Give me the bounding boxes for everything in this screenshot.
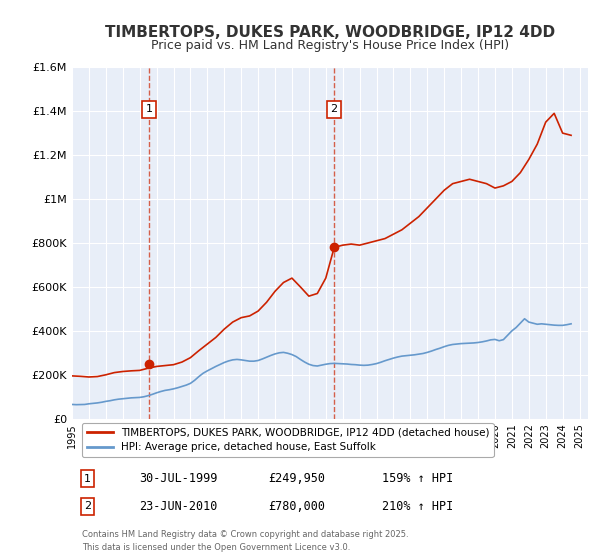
Text: 2: 2 <box>84 501 91 511</box>
Text: TIMBERTOPS, DUKES PARK, WOODBRIDGE, IP12 4DD: TIMBERTOPS, DUKES PARK, WOODBRIDGE, IP12… <box>105 25 555 40</box>
Text: 23-JUN-2010: 23-JUN-2010 <box>139 500 217 513</box>
Text: Price paid vs. HM Land Registry's House Price Index (HPI): Price paid vs. HM Land Registry's House … <box>151 39 509 52</box>
Text: 2: 2 <box>330 104 337 114</box>
Text: Contains HM Land Registry data © Crown copyright and database right 2025.: Contains HM Land Registry data © Crown c… <box>82 530 409 539</box>
Text: 1: 1 <box>146 104 153 114</box>
Text: £780,000: £780,000 <box>268 500 325 513</box>
Text: 30-JUL-1999: 30-JUL-1999 <box>139 472 217 485</box>
Text: £249,950: £249,950 <box>268 472 325 485</box>
Text: This data is licensed under the Open Government Licence v3.0.: This data is licensed under the Open Gov… <box>82 543 350 552</box>
Legend: TIMBERTOPS, DUKES PARK, WOODBRIDGE, IP12 4DD (detached house), HPI: Average pric: TIMBERTOPS, DUKES PARK, WOODBRIDGE, IP12… <box>82 423 494 456</box>
Text: 159% ↑ HPI: 159% ↑ HPI <box>382 472 453 485</box>
Text: 1: 1 <box>84 474 91 484</box>
Text: 210% ↑ HPI: 210% ↑ HPI <box>382 500 453 513</box>
